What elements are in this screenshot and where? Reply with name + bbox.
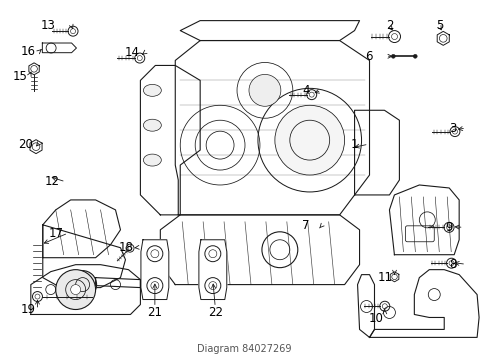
Circle shape [274,105,344,175]
Polygon shape [95,278,140,288]
Polygon shape [369,270,478,337]
Polygon shape [175,41,369,215]
Polygon shape [42,225,125,288]
Text: 14: 14 [124,46,139,59]
Polygon shape [388,185,458,255]
Text: 2: 2 [385,19,393,32]
Text: 3: 3 [448,122,455,135]
Polygon shape [30,140,42,154]
Text: 13: 13 [41,19,56,32]
Text: 6: 6 [365,50,372,63]
Polygon shape [29,63,39,75]
Text: 15: 15 [13,69,28,82]
Text: 12: 12 [45,175,60,188]
Polygon shape [42,43,76,53]
Text: 21: 21 [147,306,162,319]
Text: 20: 20 [18,138,33,151]
Circle shape [56,270,95,310]
Ellipse shape [143,119,161,131]
Text: 4: 4 [302,84,309,97]
Polygon shape [354,110,399,195]
Text: 22: 22 [207,306,223,319]
Circle shape [68,271,96,298]
Ellipse shape [143,84,161,96]
Circle shape [71,285,81,294]
Polygon shape [180,21,359,41]
Circle shape [412,54,416,58]
Polygon shape [436,31,448,45]
Text: 9: 9 [444,221,452,234]
Text: 16: 16 [20,45,35,58]
Polygon shape [199,240,226,300]
Text: 1: 1 [350,138,357,150]
Polygon shape [140,66,200,215]
Text: 5: 5 [435,19,442,32]
Text: 17: 17 [49,226,63,239]
Circle shape [390,54,394,58]
Polygon shape [141,240,168,300]
Text: Diagram 84027269: Diagram 84027269 [197,343,291,354]
Polygon shape [160,215,359,285]
Text: 10: 10 [368,311,383,325]
Text: 8: 8 [448,258,455,271]
Polygon shape [42,200,120,258]
Text: 18: 18 [119,241,133,254]
Polygon shape [357,275,374,337]
Polygon shape [31,265,140,315]
Text: 11: 11 [377,271,391,284]
Text: 7: 7 [302,219,309,233]
Polygon shape [389,272,398,282]
Ellipse shape [143,154,161,166]
Text: 19: 19 [20,303,35,316]
Circle shape [248,75,280,106]
